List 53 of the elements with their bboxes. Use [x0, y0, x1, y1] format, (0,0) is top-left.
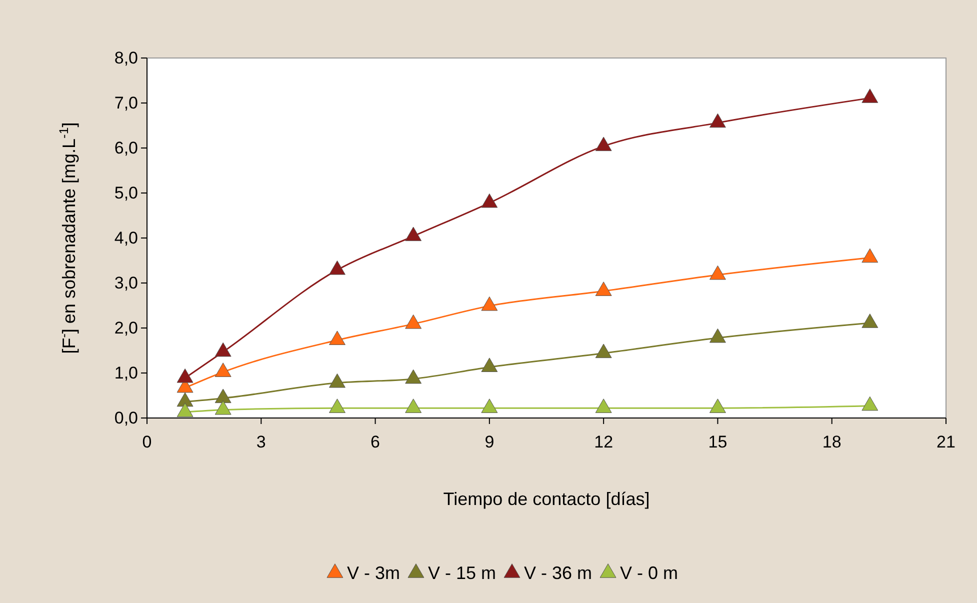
point — [176, 402, 194, 417]
point — [709, 328, 726, 343]
point — [329, 398, 346, 413]
y-tick-label: 4,0 — [114, 228, 138, 248]
x-axis-title: Tiempo de contacto [días] — [443, 489, 650, 509]
x-tick-label: 15 — [708, 432, 728, 452]
point — [214, 388, 232, 404]
x-tick-label: 18 — [822, 432, 842, 452]
point — [709, 265, 726, 280]
point — [176, 392, 194, 407]
point — [595, 398, 612, 413]
y-tick-label: 6,0 — [114, 138, 138, 158]
x-tick-label: 9 — [484, 432, 494, 452]
point — [481, 193, 498, 208]
point — [595, 282, 612, 296]
x-tick-label: 6 — [370, 432, 380, 452]
point — [329, 373, 346, 388]
point — [405, 314, 422, 329]
legend-label: V - 3m — [346, 563, 400, 583]
point — [709, 113, 726, 128]
point — [481, 398, 498, 413]
y-tick-label: 8,0 — [114, 48, 138, 68]
x-tick-label: 21 — [936, 432, 956, 452]
point — [329, 260, 346, 275]
point — [214, 362, 232, 377]
legend-label: V - 36 m — [524, 563, 592, 583]
x-tick-label: 12 — [594, 432, 614, 452]
point — [214, 400, 232, 415]
y-tick-label: 3,0 — [114, 273, 138, 292]
point — [595, 344, 612, 358]
point — [862, 314, 878, 328]
y-tick-label: 1,0 — [114, 363, 138, 382]
point — [329, 330, 346, 345]
x-tick-label: 0 — [142, 432, 152, 452]
point — [862, 396, 878, 411]
point — [405, 369, 422, 384]
y-tick-label: 2,0 — [114, 318, 138, 338]
y-tick-label: 5,0 — [114, 183, 138, 202]
y-tick-label: 0,0 — [114, 408, 138, 428]
point — [405, 226, 422, 242]
point — [176, 368, 194, 383]
point — [405, 398, 422, 413]
point — [214, 342, 232, 357]
y-tick-label: 7,0 — [114, 93, 138, 112]
point — [709, 398, 726, 413]
point — [862, 88, 878, 103]
legend-label: V - 15 m — [428, 563, 496, 583]
point — [481, 358, 498, 372]
point — [481, 296, 498, 311]
legend-label: V - 0 m — [620, 563, 678, 583]
point — [595, 136, 612, 152]
x-tick-label: 3 — [256, 432, 266, 452]
point — [862, 248, 878, 263]
